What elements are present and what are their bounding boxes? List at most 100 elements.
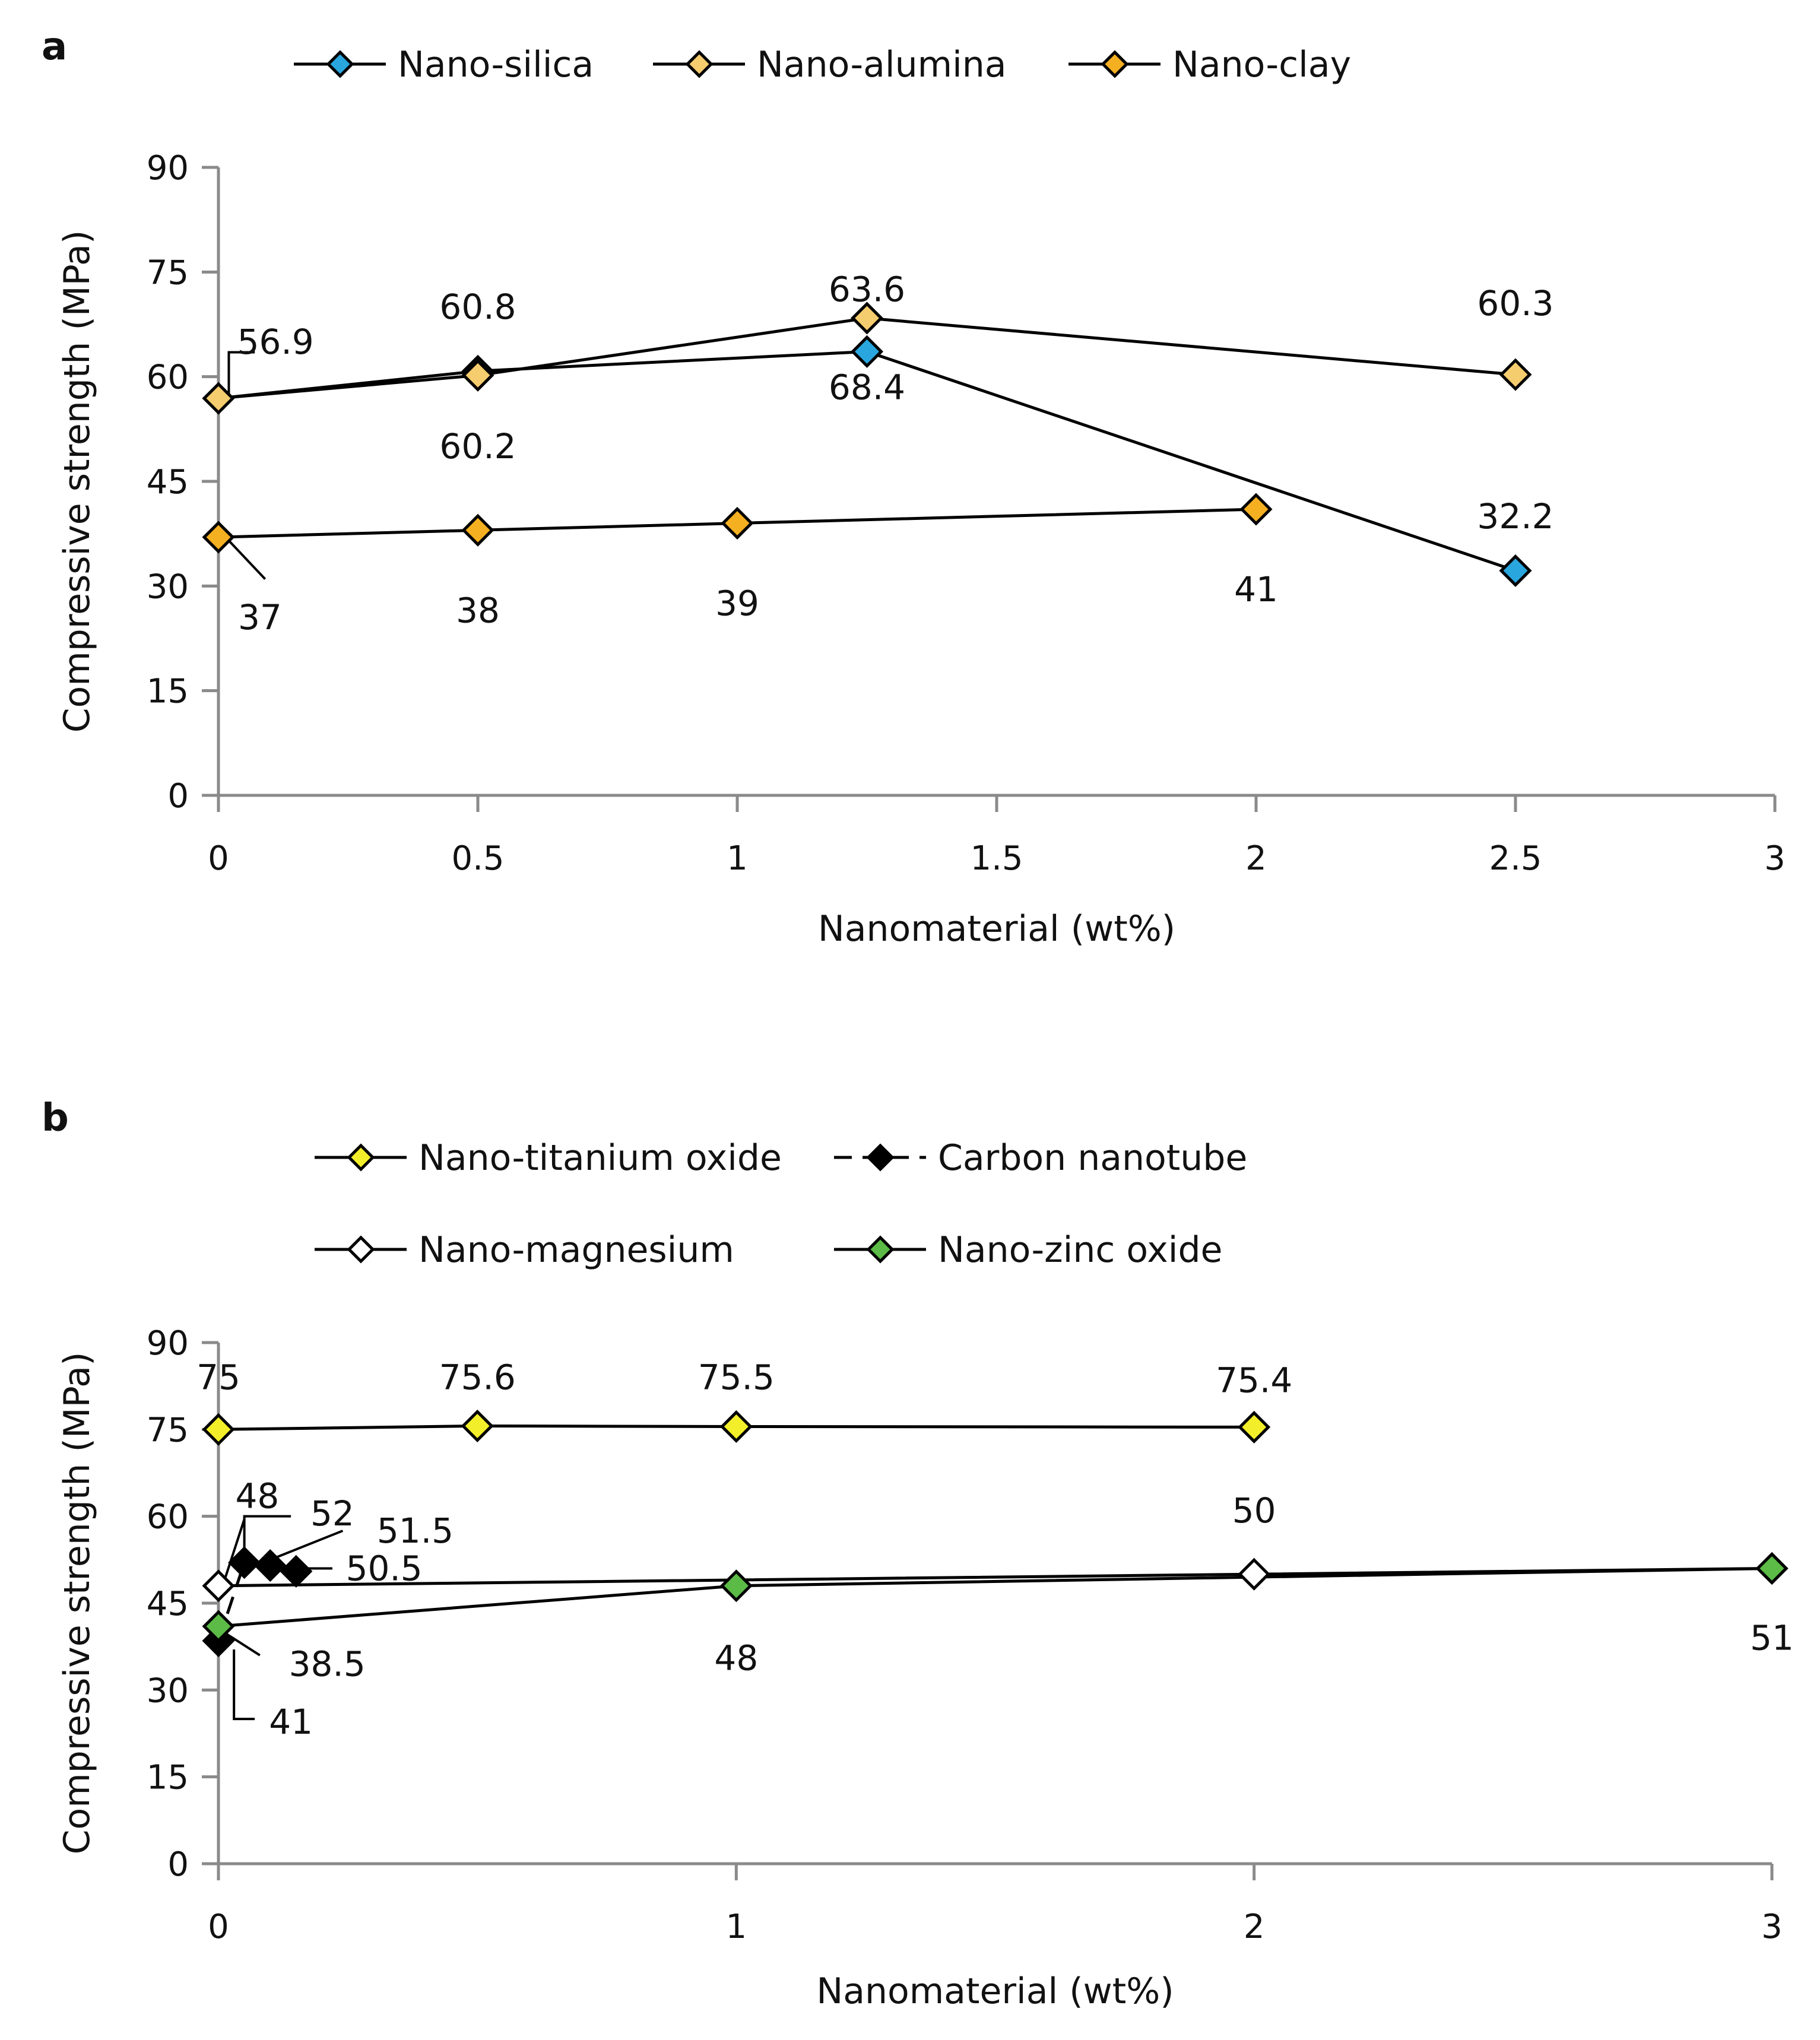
chart-b-data-label: 75.5 [698, 1357, 775, 1398]
chart-b-data-label: 41 [269, 1702, 313, 1742]
chart-b-legend-marker-3 [866, 1235, 895, 1264]
chart-a-series-2-point [721, 506, 754, 540]
chart-a-series-2-point [461, 513, 494, 547]
chart-a-y-tick-label: 30 [147, 567, 189, 606]
chart-a-series-1-point [202, 382, 235, 415]
chart-b-series-0-point [1238, 1410, 1271, 1443]
chart-b-series-0-point [719, 1410, 753, 1443]
chart-a-data-label: 41 [1234, 569, 1278, 610]
chart-b-data-label: 75.6 [439, 1357, 516, 1398]
chart-b-legend-label-2: Nano-magnesium [418, 1229, 734, 1271]
chart-b-y-tick-label: 45 [147, 1585, 189, 1623]
chart-a-data-label: 56.9 [237, 322, 314, 362]
chart-b-y-axis-title: Compressive strength (MPa) [56, 1352, 98, 1855]
chart-a-series-2-point [202, 521, 235, 554]
chart-b-panel-label: b [42, 1096, 69, 1140]
chart-a-x-tick-label: 0 [208, 839, 229, 878]
chart-b-series-3-point [719, 1569, 753, 1603]
chart-a-x-axis-title: Nanomaterial (wt%) [818, 908, 1175, 950]
chart-b-x-tick-label: 2 [1244, 1908, 1265, 1946]
chart-a-y-tick-label: 75 [147, 253, 189, 292]
chart-b-legend-label-1: Carbon nanotube [938, 1137, 1247, 1179]
chart-b-y-tick-label: 90 [147, 1324, 189, 1363]
chart-a-legend-marker-1 [685, 50, 714, 78]
chart-b-data-label: 75 [196, 1357, 240, 1398]
chart-a-y-tick-label: 15 [147, 672, 189, 711]
chart-a-y-tick-label: 90 [147, 149, 189, 188]
chart-a-x-tick-label: 0.5 [451, 839, 504, 878]
chart-a-x-tick-label: 2 [1245, 839, 1267, 878]
chart-a-data-label: 60.2 [439, 426, 516, 467]
chart-a-y-axis-title: Compressive strength (MPa) [56, 230, 98, 733]
chart-b-y-tick-label: 75 [147, 1411, 189, 1449]
chart-b-series-1-point [253, 1549, 287, 1582]
chart-b-data-label: 48 [714, 1638, 758, 1679]
chart-b-series-3-point [1755, 1552, 1789, 1585]
chart-a-series-1-point [1499, 358, 1532, 391]
chart-a-legend-label-2: Nano-clay [1172, 44, 1351, 85]
chart-a-y-tick-label: 60 [147, 358, 189, 397]
chart-b-data-label: 48 [236, 1476, 280, 1516]
chart-b-series-0-point [202, 1413, 235, 1446]
chart-b-data-label: 51 [1750, 1618, 1794, 1658]
chart-a-data-label: 60.8 [439, 287, 516, 327]
chart-a-series-line-1 [218, 316, 1516, 400]
chart-a-annotation-leader [228, 540, 267, 580]
chart-b-y-tick-label: 15 [147, 1759, 189, 1797]
chart-a-series-1-point [850, 302, 884, 335]
chart-a-legend-marker-0 [326, 50, 354, 78]
chart-a-series-1-point [461, 358, 494, 392]
chart-b-data-label: 51.5 [377, 1511, 454, 1551]
chart-b-series-2-point [202, 1569, 235, 1603]
chart-b-legend-marker-2 [347, 1235, 375, 1264]
chart-b-y-tick-label: 0 [167, 1845, 189, 1884]
chart-b-series-2-point [1238, 1557, 1271, 1591]
chart-b-data-label: 38.5 [289, 1644, 366, 1684]
chart-b-x-tick-label: 1 [726, 1908, 747, 1946]
chart-b-annotation-leader [269, 1530, 344, 1561]
chart-b-y-tick-label: 60 [147, 1498, 189, 1537]
chart-b-annotation-leader [233, 1649, 255, 1721]
chart-b-legend-marker-0 [347, 1143, 375, 1172]
chart-b-data-label: 50 [1232, 1490, 1276, 1531]
chart-a-y-tick-label: 0 [167, 777, 189, 816]
chart-b-data-label: 75.4 [1216, 1360, 1292, 1400]
chart-a-legend-label-1: Nano-alumina [757, 44, 1007, 85]
chart-b-data-label: 50.5 [346, 1548, 423, 1588]
chart-a-data-label: 39 [715, 583, 759, 624]
chart-b-x-tick-label: 0 [208, 1908, 229, 1946]
chart-b-series-0-point [461, 1409, 494, 1443]
chart-b-x-tick-label: 3 [1761, 1908, 1783, 1946]
chart-a-data-label: 37 [238, 597, 282, 637]
chart-b-legend-label-3: Nano-zinc oxide [938, 1229, 1222, 1271]
chart-b-legend-label-0: Nano-titanium oxide [418, 1137, 782, 1179]
chart-a-series-0-point [850, 335, 884, 368]
chart-a-panel-label: a [42, 25, 67, 69]
chart-a-data-label: 68.4 [829, 367, 905, 407]
chart-a-legend-label-0: Nano-silica [398, 44, 594, 85]
chart-a-annotation-leader [227, 351, 255, 398]
chart-a-data-label: 60.3 [1477, 283, 1553, 323]
chart-a-series-0-point [1499, 554, 1532, 588]
chart-a-x-tick-label: 1 [727, 839, 748, 878]
chart-a-x-tick-label: 1.5 [970, 839, 1023, 878]
chart-a-series-line-0 [218, 350, 1516, 572]
chart-a-x-tick-label: 2.5 [1489, 839, 1542, 878]
chart-b-series-line-0 [218, 1424, 1254, 1431]
chart-a-x-tick-label: 3 [1764, 839, 1786, 878]
chart-b-legend-marker-1 [866, 1143, 895, 1172]
chart-b-series-1-point [280, 1554, 313, 1588]
chart-b-series-3-point [202, 1610, 235, 1643]
chart-a-data-label: 32.2 [1477, 496, 1553, 537]
chart-b-annotation-leader [243, 1515, 291, 1557]
chart-a-y-tick-label: 45 [147, 463, 189, 502]
chart-b-y-tick-label: 30 [147, 1671, 189, 1710]
chart-a-series-line-2 [218, 507, 1257, 539]
chart-b-data-label: 52 [310, 1493, 354, 1534]
chart-b-x-axis-title: Nanomaterial (wt%) [816, 1971, 1174, 2012]
chart-a-data-label: 63.6 [829, 269, 905, 310]
chart-b-annotation-leader [222, 1518, 246, 1584]
chart-a-data-label: 38 [456, 590, 500, 630]
chart-a-series-2-point [1239, 493, 1273, 526]
